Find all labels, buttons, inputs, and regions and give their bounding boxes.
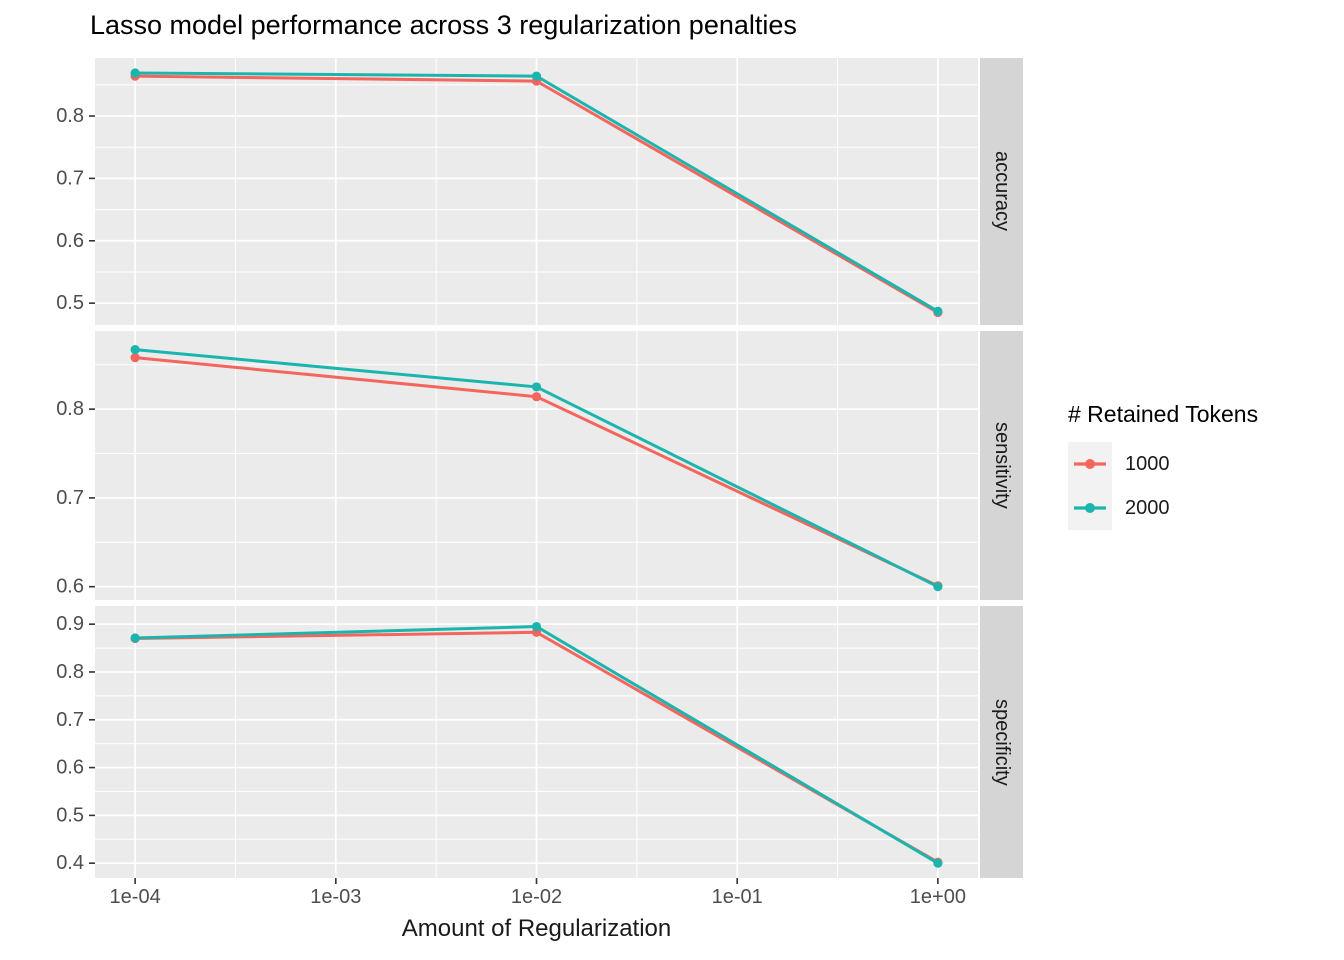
data-point-2000-specificity-0 — [130, 633, 140, 643]
data-point-2000-sensitivity-0 — [130, 345, 140, 355]
x-tick-label: 1e-01 — [712, 886, 763, 908]
x-tick-label: 1e-04 — [110, 886, 161, 908]
y-tick-label: 0.5 — [56, 804, 84, 826]
data-point-1000-sensitivity-1 — [531, 392, 542, 402]
y-tick-label: 0.7 — [56, 487, 84, 509]
y-tick-label: 0.7 — [56, 709, 84, 731]
y-tick-label: 0.9 — [56, 613, 84, 635]
facet-strip-sensitivity: sensitivity — [980, 331, 1023, 600]
facet-strip-label: accuracy — [991, 151, 1013, 232]
legend-item-1000: 1000 — [1068, 442, 1258, 486]
legend-item-2000: 2000 — [1068, 486, 1258, 530]
y-tick-label: 0.8 — [56, 398, 84, 420]
facet-strip-accuracy: accuracy — [980, 58, 1023, 325]
data-point-2000-sensitivity-1 — [531, 382, 542, 392]
legend-title: # Retained Tokens — [1068, 401, 1259, 427]
data-point-2000-specificity-2 — [933, 858, 943, 868]
y-tick-label: 0.6 — [56, 576, 84, 598]
chart-title: Lasso model performance across 3 regular… — [90, 10, 797, 40]
x-axis-title: Amount of Regularization — [401, 915, 672, 942]
facet-strip-label: specificity — [991, 698, 1013, 786]
legend-key-line-dot-icon — [1068, 486, 1112, 530]
legend-key-line-dot-icon — [1068, 442, 1112, 486]
facet-strip-label: sensitivity — [991, 422, 1013, 509]
y-tick-label: 0.6 — [56, 230, 84, 252]
data-point-2000-accuracy-1 — [531, 71, 542, 81]
data-point-2000-accuracy-0 — [130, 68, 140, 78]
legend: # Retained Tokens 1000 2000 — [1068, 401, 1258, 530]
data-point-1000-sensitivity-0 — [130, 353, 140, 363]
y-tick-label: 0.5 — [56, 292, 84, 314]
data-point-2000-specificity-1 — [531, 621, 542, 632]
y-tick-label: 0.7 — [56, 167, 84, 189]
y-tick-label: 0.8 — [56, 105, 84, 127]
legend-item-label: 1000 — [1125, 452, 1170, 475]
legend-item-label: 2000 — [1125, 496, 1170, 519]
x-tick-label: 1e-02 — [511, 886, 562, 908]
data-point-2000-accuracy-2 — [933, 306, 943, 316]
legend-items: 1000 2000 — [1068, 442, 1258, 530]
x-tick-label: 1e+00 — [910, 886, 966, 908]
facet-strip-specificity: specificity — [980, 606, 1023, 878]
y-tick-label: 0.4 — [56, 852, 84, 874]
x-tick-label: 1e-03 — [310, 886, 361, 908]
data-point-2000-sensitivity-2 — [933, 582, 943, 592]
y-tick-label: 0.8 — [56, 661, 84, 683]
y-tick-label: 0.6 — [56, 757, 84, 779]
